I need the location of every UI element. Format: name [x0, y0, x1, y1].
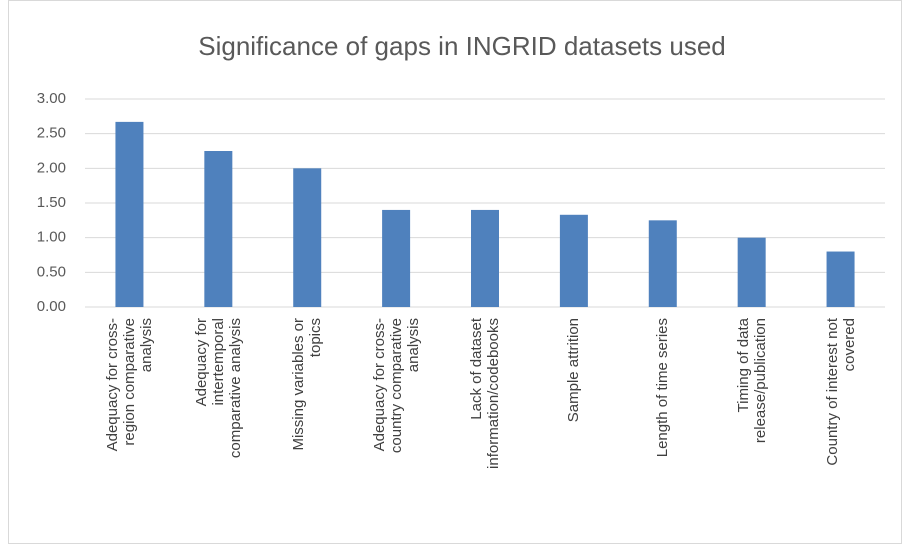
x-tick-label: Missing variables or topics [290, 318, 325, 451]
x-tick-label: Timing of data release/publication [734, 318, 769, 444]
y-tick-label: 2.00 [37, 159, 66, 176]
y-tick-label: 0.00 [37, 298, 66, 315]
x-tick-label: Adequacy for cross-region comparative an… [103, 318, 155, 452]
x-tick-label: Lack of dataset information/codebooks [468, 318, 502, 469]
y-tick-label: 0.50 [37, 263, 66, 280]
bar [204, 151, 233, 307]
y-tick-label: 1.50 [37, 194, 66, 211]
y-tick-label: 2.50 [37, 125, 66, 142]
chart-title: Significance of gaps in INGRID datasets … [198, 31, 726, 61]
x-tick-label: Sample attrition [565, 318, 583, 423]
bar [382, 209, 411, 307]
bar [471, 209, 499, 307]
x-tick-label: Adequacy for cross-country comparative a… [370, 318, 422, 454]
bar [559, 214, 588, 307]
y-tick-label: 1.00 [37, 229, 66, 246]
bar [648, 220, 677, 307]
x-tick-label: Length of time series [654, 318, 672, 458]
y-tick-label: 3.00 [37, 90, 66, 107]
bar [293, 168, 322, 307]
x-tick-label: Country of interest not covered [823, 318, 858, 466]
bar [826, 251, 855, 307]
bar [737, 237, 766, 307]
bar [115, 121, 144, 307]
x-tick-label: Adequacy for intertemporal comparative a… [192, 318, 244, 459]
